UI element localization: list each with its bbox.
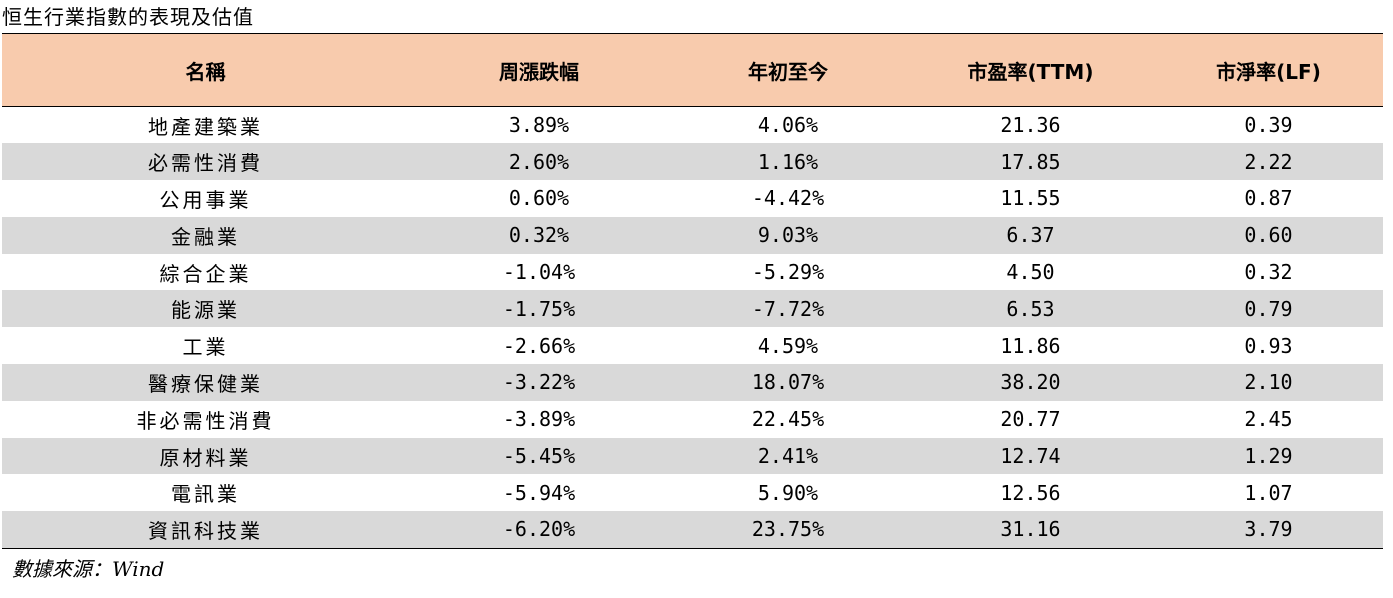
table-body: 地產建築業 3.89% 4.06% 21.36 0.39 必需性消費 2.60% 1.16% 1… — [2, 107, 1383, 549]
row-weekly-change: -6.20% — [409, 511, 669, 549]
row-weekly-change: 2.60% — [508, 149, 570, 174]
row-name: 電訊業 — [171, 482, 240, 507]
row-pb-lf: 1.29 — [1244, 444, 1293, 469]
table-header-row: 名稱 周漲跌幅 年初至今 市盈率(TTM) 市淨率(LF) — [2, 33, 1383, 107]
row-pb-lf: 0.60 — [1244, 223, 1293, 248]
table-row: 地產建築業 3.89% 4.06% 21.36 0.39 — [2, 107, 1383, 144]
row-name: 能源業 — [171, 298, 240, 323]
table-row: 綜合企業 -1.04% -5.29% 4.50 0.32 — [2, 254, 1383, 291]
table-row: 電訊業 -5.94% 5.90% 12.56 1.07 — [2, 474, 1383, 511]
sector-index-table: 名稱 周漲跌幅 年初至今 市盈率(TTM) 市淨率(LF) 地產建築業 3.89%… — [2, 33, 1383, 549]
row-pe-ttm: 12.74 — [1000, 444, 1061, 469]
row-pb-lf: 2.45 — [1244, 407, 1293, 432]
table-row: 必需性消費 2.60% 1.16% 17.85 2.22 — [2, 143, 1383, 181]
row-weekly-change: 3.89% — [508, 113, 570, 138]
row-pe-ttm: 6.53 — [1006, 296, 1055, 321]
row-ytd: 18.07% — [751, 370, 825, 395]
header-weekly-change: 周漲跌幅 — [409, 33, 669, 107]
row-ytd: -5.29% — [751, 260, 825, 285]
row-ytd: 23.75% — [669, 511, 907, 549]
row-pb-lf: 2.22 — [1244, 149, 1293, 174]
row-pb-lf: 0.39 — [1244, 113, 1293, 138]
row-pe-ttm: 12.56 — [1000, 480, 1061, 505]
row-pe-ttm: 20.77 — [1000, 407, 1061, 432]
row-weekly-change: 0.60% — [508, 186, 570, 211]
row-pe-ttm: 11.86 — [1000, 333, 1061, 358]
row-name: 醫療保健業 — [148, 371, 263, 396]
page-title: 恒生行業指數的表現及估值 — [2, 5, 254, 29]
row-ytd: 5.90% — [757, 480, 819, 505]
row-ytd: -7.72% — [751, 296, 825, 321]
table-row: 能源業 -1.75% -7.72% 6.53 0.79 — [2, 290, 1383, 328]
row-weekly-change: -1.75% — [502, 296, 576, 321]
row-ytd: 4.59% — [757, 333, 819, 358]
row-weekly-change: -3.22% — [502, 370, 576, 395]
row-weekly-change: -3.89% — [502, 407, 576, 432]
row-name: 金融業 — [171, 224, 240, 249]
row-pe-ttm: 31.16 — [907, 511, 1154, 549]
row-ytd: 4.06% — [757, 113, 819, 138]
row-pb-lf: 0.79 — [1244, 296, 1293, 321]
row-weekly-change: -2.66% — [502, 333, 576, 358]
row-pe-ttm: 4.50 — [1006, 260, 1055, 285]
row-ytd: 9.03% — [757, 223, 819, 248]
row-pb-lf: 3.79 — [1154, 511, 1383, 549]
row-name: 資訊科技業 — [2, 511, 409, 549]
row-name: 原材料業 — [159, 445, 252, 470]
row-pb-lf: 0.87 — [1244, 186, 1293, 211]
row-weekly-change: -5.45% — [502, 444, 576, 469]
row-ytd: -4.42% — [751, 186, 825, 211]
row-pb-lf: 0.32 — [1244, 260, 1293, 285]
row-pe-ttm: 11.55 — [1000, 186, 1061, 211]
table-row: 金融業 0.32% 9.03% 6.37 0.60 — [2, 216, 1383, 254]
row-name: 必需性消費 — [148, 151, 263, 176]
table-row: 公用事業 0.60% -4.42% 11.55 0.87 — [2, 180, 1383, 217]
table-row: 資訊科技業 -6.20% 23.75% 31.16 3.79 — [2, 511, 1383, 549]
row-pe-ttm: 21.36 — [1000, 113, 1061, 138]
row-ytd: 22.45% — [751, 407, 825, 432]
row-pb-lf: 2.10 — [1244, 370, 1293, 395]
header-pb-lf: 市淨率(LF) — [1154, 33, 1383, 107]
table-row: 工業 -2.66% 4.59% 11.86 0.93 — [2, 327, 1383, 364]
row-pe-ttm: 17.85 — [1000, 149, 1061, 174]
row-weekly-change: -5.94% — [502, 480, 576, 505]
table-row: 原材料業 -5.45% 2.41% 12.74 1.29 — [2, 437, 1383, 475]
header-ytd: 年初至今 — [669, 33, 907, 107]
row-name: 綜合企業 — [159, 261, 252, 286]
header-pe-ttm: 市盈率(TTM) — [907, 33, 1154, 107]
table-row: 非必需性消費 -3.89% 22.45% 20.77 2.45 — [2, 401, 1383, 438]
row-name: 公用事業 — [159, 187, 252, 212]
source-note: 數據來源：Wind — [12, 557, 165, 581]
row-name: 工業 — [182, 335, 229, 360]
row-ytd: 2.41% — [757, 444, 819, 469]
row-weekly-change: -1.04% — [502, 260, 576, 285]
table-row: 醫療保健業 -3.22% 18.07% 38.20 2.10 — [2, 364, 1383, 401]
row-weekly-change: 0.32% — [508, 223, 570, 248]
row-pb-lf: 1.07 — [1244, 480, 1293, 505]
row-pe-ttm: 38.20 — [1000, 370, 1061, 395]
row-ytd: 1.16% — [757, 149, 819, 174]
row-name: 非必需性消費 — [136, 408, 275, 433]
row-name: 地產建築業 — [148, 114, 263, 139]
header-name: 名稱 — [2, 33, 409, 107]
row-pe-ttm: 6.37 — [1006, 223, 1055, 248]
row-pb-lf: 0.93 — [1244, 333, 1293, 358]
